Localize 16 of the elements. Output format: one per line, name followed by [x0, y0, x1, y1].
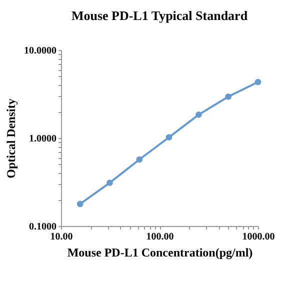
x-tick-label: 1000.00: [242, 232, 275, 242]
x-tick-label: 10.00: [50, 232, 73, 242]
x-tick-label: 100.00: [146, 232, 174, 242]
point: [225, 94, 232, 100]
point: [196, 112, 202, 118]
point: [166, 134, 172, 140]
point: [106, 180, 113, 186]
y-tick-label: 0.1000: [29, 222, 56, 232]
y-tick-label: 1.0000: [29, 134, 56, 144]
x-axis-title: Mouse PD-L1 Concentration(pg/ml): [67, 246, 253, 260]
y-tick-label: 10.0000: [24, 46, 56, 56]
point: [254, 78, 262, 86]
y-axis-title: Optical Density: [4, 98, 18, 178]
chart-title: Mouse PD-L1 Typical Standard: [71, 8, 248, 23]
point: [76, 200, 84, 208]
point: [136, 156, 143, 163]
